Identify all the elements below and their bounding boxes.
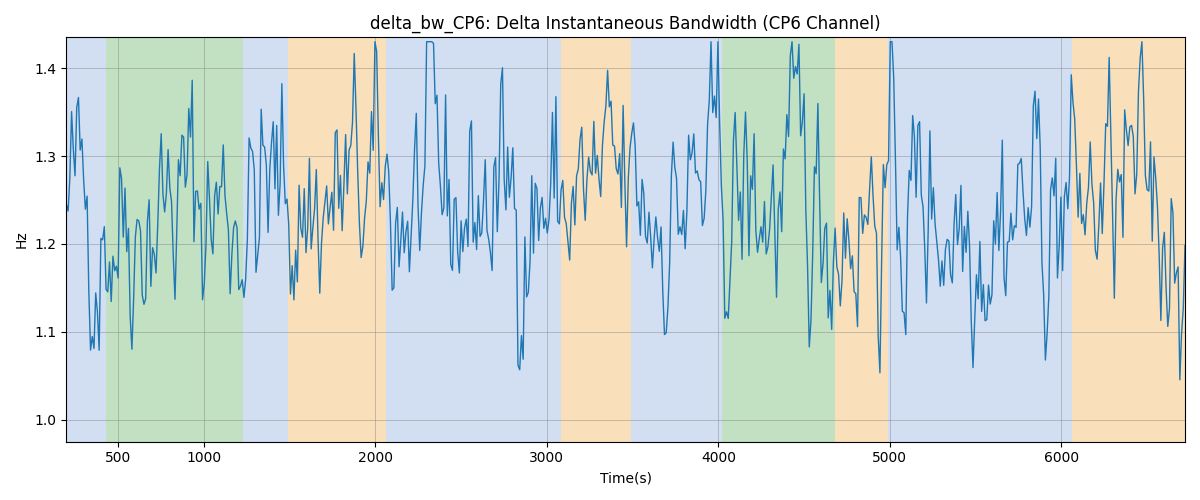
Bar <box>1031 38 1072 442</box>
Bar <box>835 38 888 442</box>
Title: delta_bw_CP6: Delta Instantaneous Bandwidth (CP6 Channel): delta_bw_CP6: Delta Instantaneous Bandwi… <box>371 15 881 34</box>
Bar <box>385 38 560 442</box>
Bar <box>244 38 288 442</box>
Bar <box>631 38 712 442</box>
Bar <box>888 38 931 442</box>
Bar <box>712 38 721 442</box>
Y-axis label: Hz: Hz <box>16 230 29 248</box>
Bar <box>1072 38 1186 442</box>
Bar <box>106 38 244 442</box>
X-axis label: Time(s): Time(s) <box>600 471 652 485</box>
Bar <box>931 38 1031 442</box>
Bar <box>66 38 106 442</box>
Bar <box>721 38 835 442</box>
Bar <box>288 38 385 442</box>
Bar <box>560 38 631 442</box>
